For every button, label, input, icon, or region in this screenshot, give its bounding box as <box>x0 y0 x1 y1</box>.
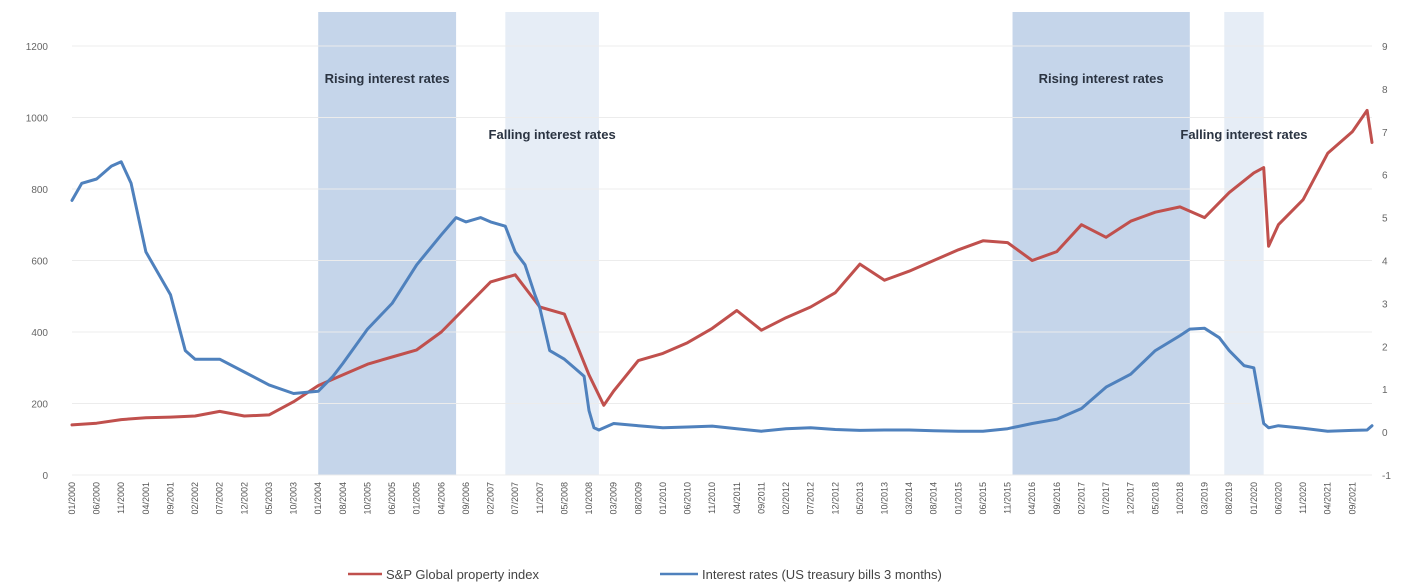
x-tick-25: 06/2010 <box>683 482 693 515</box>
right-tick-6: 5 <box>1382 214 1388 225</box>
right-tick-8: 7 <box>1382 128 1388 139</box>
x-tick-47: 08/2019 <box>1224 482 1234 515</box>
x-tick-33: 10/2013 <box>880 482 890 515</box>
x-tick-28: 09/2011 <box>756 482 766 514</box>
x-tick-37: 06/2015 <box>978 482 988 515</box>
x-tick-7: 12/2002 <box>239 482 249 515</box>
x-tick-10: 01/2004 <box>313 482 323 515</box>
right-tick-3: 2 <box>1382 342 1388 353</box>
x-tick-39: 04/2016 <box>1027 482 1037 515</box>
x-tick-34: 03/2014 <box>904 482 914 515</box>
x-tick-12: 10/2005 <box>362 482 372 515</box>
x-tick-0: 01/2000 <box>67 482 77 515</box>
band-label-2: Rising interest rates <box>1039 71 1164 86</box>
legend-label-rates: Interest rates (US treasury bills 3 mont… <box>702 567 942 582</box>
series-lines <box>70 108 1374 433</box>
right-tick-10: 9 <box>1382 42 1388 53</box>
band-1 <box>505 12 599 475</box>
x-tick-16: 09/2006 <box>461 482 471 515</box>
right-tick-7: 6 <box>1382 171 1388 182</box>
band-labels: Rising interest rates Falling interest ra… <box>325 71 1308 142</box>
x-tick-26: 11/2010 <box>707 482 717 514</box>
x-tick-40: 09/2016 <box>1052 482 1062 515</box>
x-tick-23: 08/2009 <box>633 482 643 515</box>
x-tick-13: 06/2005 <box>387 482 397 515</box>
x-tick-27: 04/2011 <box>732 482 742 514</box>
x-tick-14: 01/2005 <box>412 482 422 515</box>
x-tick-18: 07/2007 <box>510 482 520 515</box>
interest-rates-line <box>70 160 1374 433</box>
x-tick-35: 08/2014 <box>929 482 939 515</box>
x-tick-29: 02/2012 <box>781 482 791 515</box>
left-tick-4: 800 <box>31 185 48 196</box>
right-tick-5: 4 <box>1382 257 1388 268</box>
x-tick-32: 05/2013 <box>855 482 865 515</box>
interest-rate-bands <box>318 12 1264 475</box>
x-tick-30: 07/2012 <box>806 482 816 515</box>
legend-label-property: S&P Global property index <box>386 567 539 582</box>
x-axis-ticks: 01/2000 06/2000 11/2000 04/2001 09/2001 02/20… <box>67 482 1357 515</box>
band-label-1: Falling interest rates <box>489 127 616 142</box>
band-label-0: Rising interest rates <box>325 71 450 86</box>
band-label-3: Falling interest rates <box>1180 127 1307 142</box>
right-tick-9: 8 <box>1382 85 1388 96</box>
band-3 <box>1224 12 1264 475</box>
x-tick-11: 08/2004 <box>338 482 348 515</box>
x-tick-6: 07/2002 <box>215 482 225 515</box>
left-tick-0: 0 <box>42 471 48 482</box>
x-tick-9: 10/2003 <box>289 482 299 515</box>
x-tick-21: 10/2008 <box>584 482 594 515</box>
legend: S&P Global property index Interest rates… <box>348 567 942 582</box>
x-tick-31: 12/2012 <box>830 482 840 515</box>
band-2 <box>1012 12 1190 475</box>
x-tick-51: 04/2021 <box>1323 482 1333 515</box>
left-tick-6: 1200 <box>26 42 49 53</box>
x-tick-15: 04/2006 <box>436 482 446 515</box>
x-tick-5: 02/2002 <box>190 482 200 515</box>
left-tick-5: 1000 <box>26 114 49 125</box>
right-tick-0: -1 <box>1382 471 1391 482</box>
left-tick-2: 400 <box>31 328 48 339</box>
x-tick-3: 04/2001 <box>141 482 151 515</box>
x-tick-48: 01/2020 <box>1249 482 1259 515</box>
x-tick-20: 05/2008 <box>559 482 569 515</box>
x-tick-1: 06/2000 <box>92 482 102 515</box>
x-tick-42: 07/2017 <box>1101 482 1111 515</box>
right-tick-2: 1 <box>1382 385 1388 396</box>
x-tick-22: 03/2009 <box>609 482 619 515</box>
right-axis-ticks: -1 0 1 2 3 4 5 6 7 8 9 <box>1382 42 1391 482</box>
x-tick-36: 01/2015 <box>953 482 963 515</box>
x-tick-38: 11/2015 <box>1003 482 1013 514</box>
x-tick-41: 02/2017 <box>1076 482 1086 515</box>
x-tick-2: 11/2000 <box>116 482 126 514</box>
x-tick-4: 09/2001 <box>165 482 175 515</box>
x-tick-45: 10/2018 <box>1175 482 1185 515</box>
x-tick-52: 09/2021 <box>1347 482 1357 515</box>
x-tick-44: 05/2018 <box>1150 482 1160 515</box>
right-tick-1: 0 <box>1382 428 1388 439</box>
x-tick-8: 05/2003 <box>264 482 274 515</box>
left-tick-3: 600 <box>31 257 48 268</box>
x-tick-17: 02/2007 <box>486 482 496 515</box>
x-tick-24: 01/2010 <box>658 482 668 515</box>
x-tick-49: 06/2020 <box>1273 482 1283 515</box>
x-tick-46: 03/2019 <box>1200 482 1210 515</box>
x-tick-19: 11/2007 <box>535 482 545 514</box>
right-tick-4: 3 <box>1382 299 1388 310</box>
x-tick-50: 11/2020 <box>1298 482 1308 514</box>
left-tick-1: 200 <box>31 400 48 411</box>
left-axis-ticks: 0 200 400 600 800 1000 1200 <box>26 42 49 482</box>
x-tick-43: 12/2017 <box>1126 482 1136 515</box>
